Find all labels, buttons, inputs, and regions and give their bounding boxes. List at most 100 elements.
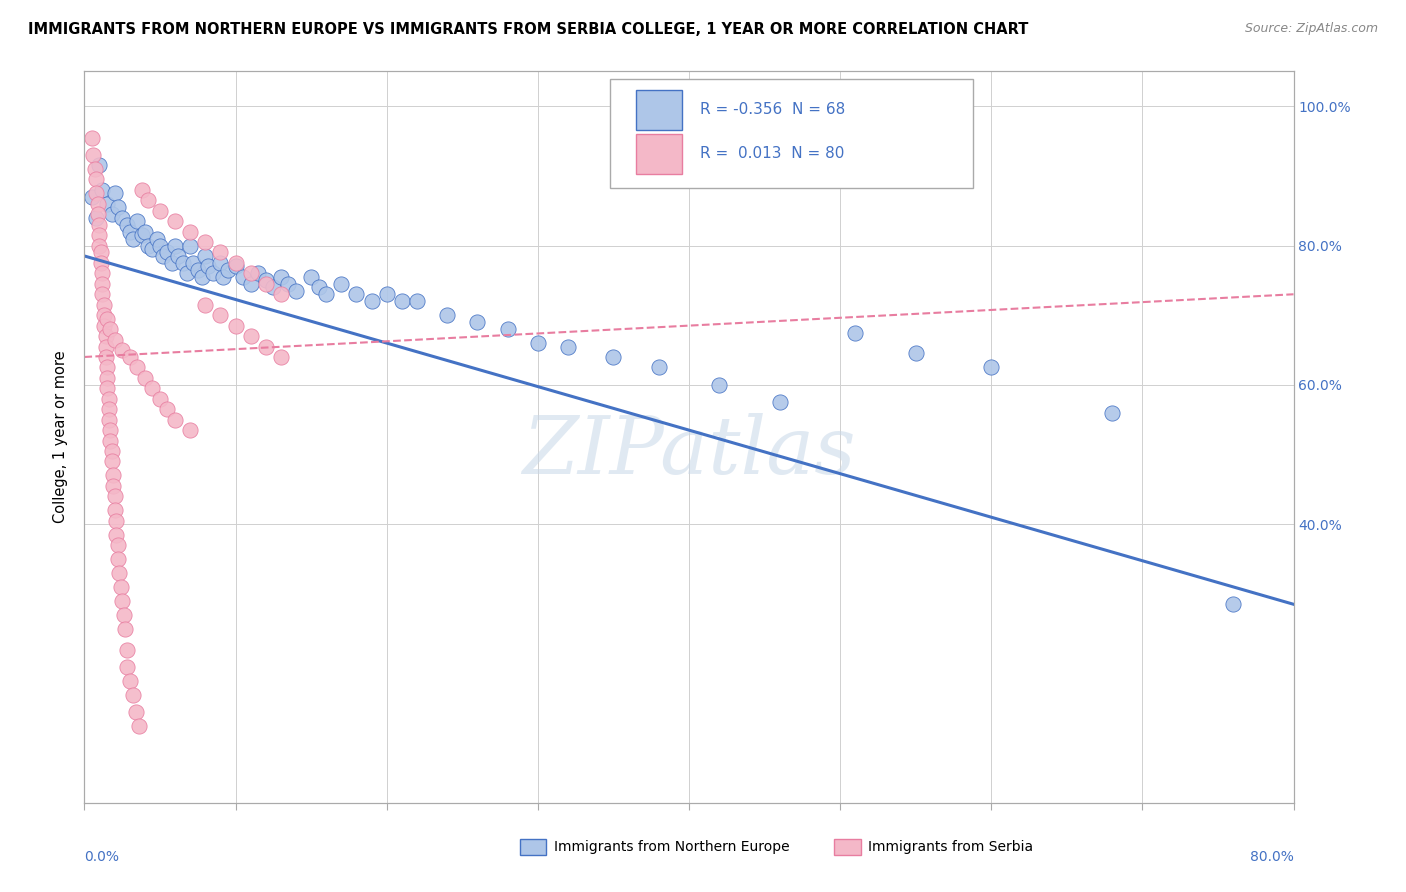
Point xyxy=(89,238,111,252)
Point xyxy=(82,148,104,162)
Text: IMMIGRANTS FROM NORTHERN EUROPE VS IMMIGRANTS FROM SERBIA COLLEGE, 1 YEAR OR MOR: IMMIGRANTS FROM NORTHERN EUROPE VS IMMIG… xyxy=(28,22,1029,37)
Point xyxy=(557,339,579,353)
Point xyxy=(80,190,103,204)
Point xyxy=(181,256,204,270)
Point xyxy=(209,308,232,322)
Point xyxy=(527,336,550,351)
Point xyxy=(107,200,129,214)
Point xyxy=(100,444,122,458)
Point xyxy=(176,266,198,280)
Point xyxy=(87,196,110,211)
Point xyxy=(149,203,172,218)
Point xyxy=(121,688,143,702)
Point xyxy=(160,256,183,270)
Point xyxy=(134,371,156,385)
Point xyxy=(89,158,111,172)
Point xyxy=(165,214,187,228)
Point xyxy=(101,479,124,493)
Point xyxy=(141,381,163,395)
Point xyxy=(225,256,247,270)
Point xyxy=(1101,406,1123,420)
Point xyxy=(118,673,141,688)
Point xyxy=(391,294,413,309)
Point xyxy=(194,235,217,249)
Point xyxy=(191,269,214,284)
Point xyxy=(98,434,121,448)
Point xyxy=(104,186,127,201)
Point xyxy=(104,503,127,517)
Point xyxy=(156,402,179,417)
Bar xyxy=(834,839,860,855)
Point xyxy=(844,326,866,340)
Point xyxy=(100,207,122,221)
Point xyxy=(225,260,247,274)
Text: Immigrants from Northern Europe: Immigrants from Northern Europe xyxy=(554,840,789,855)
Point xyxy=(467,315,489,329)
Point xyxy=(496,322,519,336)
Point xyxy=(112,607,135,622)
Point xyxy=(86,172,108,186)
Point xyxy=(91,287,114,301)
Point xyxy=(97,412,120,426)
Point xyxy=(127,360,149,375)
Point xyxy=(436,308,458,322)
Point xyxy=(254,339,277,353)
Text: ZIPatlas: ZIPatlas xyxy=(522,413,856,491)
Point xyxy=(277,277,299,291)
Bar xyxy=(520,839,547,855)
Point xyxy=(93,308,115,322)
Point xyxy=(136,193,159,207)
Text: 0.0%: 0.0% xyxy=(84,850,120,864)
Point xyxy=(114,622,136,636)
Point xyxy=(90,256,112,270)
Point xyxy=(209,256,232,270)
Point xyxy=(91,183,114,197)
Point xyxy=(212,269,235,284)
Point xyxy=(96,196,118,211)
Point xyxy=(100,454,122,468)
Text: R = -0.356  N = 68: R = -0.356 N = 68 xyxy=(700,103,845,117)
Point xyxy=(111,211,134,225)
Text: R =  0.013  N = 80: R = 0.013 N = 80 xyxy=(700,146,844,161)
Point xyxy=(98,423,121,437)
Point xyxy=(217,263,239,277)
Y-axis label: College, 1 year or more: College, 1 year or more xyxy=(53,351,69,524)
Point xyxy=(232,269,254,284)
Point xyxy=(115,218,138,232)
Point xyxy=(86,211,108,225)
Point xyxy=(360,294,382,309)
Point xyxy=(110,580,132,594)
Point xyxy=(270,350,292,364)
Point xyxy=(118,225,141,239)
Point xyxy=(107,538,129,552)
Point xyxy=(93,318,115,333)
Point xyxy=(131,228,153,243)
Point xyxy=(105,527,128,541)
Point xyxy=(104,333,127,347)
Point xyxy=(201,266,224,280)
Point xyxy=(105,514,128,528)
Point xyxy=(197,260,219,274)
Point xyxy=(270,269,292,284)
Point xyxy=(131,183,153,197)
Point xyxy=(91,266,114,280)
Point xyxy=(165,238,187,252)
Point xyxy=(904,346,927,360)
Point xyxy=(165,412,187,426)
Point xyxy=(209,245,232,260)
Bar xyxy=(636,134,682,174)
Point xyxy=(980,360,1002,375)
Point xyxy=(127,214,149,228)
Point xyxy=(149,392,172,406)
Point xyxy=(96,360,118,375)
Point xyxy=(179,225,201,239)
Point xyxy=(225,318,247,333)
Point xyxy=(315,287,337,301)
Point xyxy=(167,249,190,263)
Bar xyxy=(636,90,682,130)
Point xyxy=(96,371,118,385)
Point xyxy=(1222,597,1244,611)
Point xyxy=(769,395,792,409)
Point xyxy=(80,130,103,145)
Point xyxy=(93,298,115,312)
